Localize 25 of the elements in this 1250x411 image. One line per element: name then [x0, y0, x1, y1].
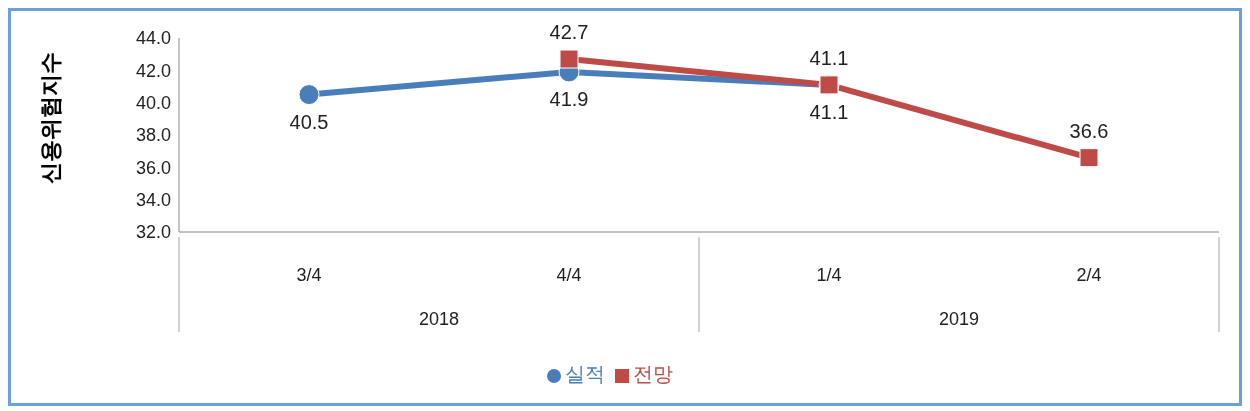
data-label: 42.7 [549, 21, 589, 44]
y-tick-label: 40.0 [135, 93, 171, 114]
x-tick-label: 1/4 [816, 264, 842, 285]
x-tick-label: 2/4 [1076, 264, 1102, 285]
text: 2018 [418, 309, 460, 330]
data-label: 41.1 [809, 46, 849, 69]
point [559, 49, 579, 69]
data-label: 41.9 [549, 88, 589, 111]
data-label: 41.1 [809, 101, 849, 124]
legend-label: 실적 [565, 362, 605, 386]
point [1079, 148, 1099, 168]
y-axis-title: 신용위험지수 [37, 52, 64, 184]
y-tick-label: 42.0 [135, 60, 171, 81]
legend-label: 전망 [633, 362, 673, 386]
data-label: 36.6 [1069, 119, 1109, 142]
y-tick-label: 32.0 [135, 222, 171, 243]
y-tick-label: 38.0 [135, 125, 171, 146]
data-label: 40.5 [289, 110, 329, 133]
x-tick-label: 3/4 [296, 264, 322, 285]
text: 2019 [938, 309, 980, 330]
x-tick-label: 4/4 [556, 264, 582, 285]
y-tick-label: 44.0 [135, 28, 171, 49]
point [298, 84, 320, 106]
y-tick-label: 36.0 [135, 157, 171, 178]
y-tick-label: 34.0 [135, 190, 171, 211]
